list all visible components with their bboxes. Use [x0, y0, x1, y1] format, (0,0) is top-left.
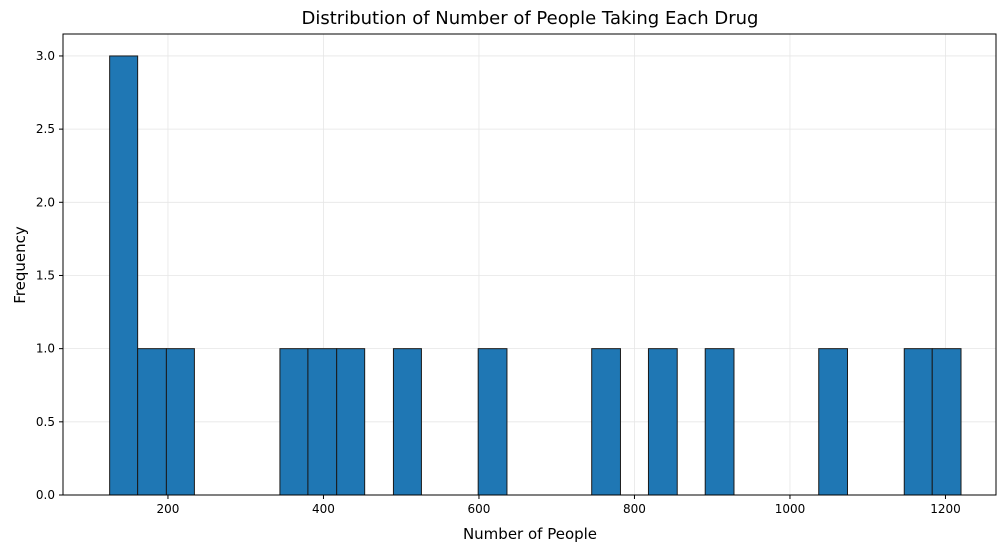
histogram-bar [336, 348, 366, 496]
x-tick-label: 800 [623, 502, 646, 516]
x-tick-label: 1000 [775, 502, 806, 516]
y-tick-label: 0.5 [36, 415, 55, 429]
histogram-bar [165, 348, 195, 496]
y-tick-label: 2.0 [36, 195, 55, 209]
y-tick-label: 0.0 [36, 488, 55, 502]
histogram-bar [591, 348, 621, 496]
y-tick-label: 2.5 [36, 122, 55, 136]
x-axis-label: Number of People [463, 525, 597, 543]
histogram-bar [392, 348, 422, 496]
y-tick-label: 3.0 [36, 49, 55, 63]
histogram-bar [279, 348, 309, 496]
x-tick-label: 600 [468, 502, 491, 516]
histogram-bar [137, 348, 167, 496]
x-tick-label: 200 [157, 502, 180, 516]
axis-ticks: 200 400 600 800 1000 1200 0.0 0.5 1.0 1.5 2.0 2.5 3.… [36, 49, 961, 516]
histogram-bar [477, 348, 508, 496]
histogram-bar [109, 55, 139, 496]
y-tick-label: 1.0 [36, 342, 55, 356]
histogram-bars [109, 55, 962, 496]
histogram-bar [307, 348, 338, 496]
histogram-bar [818, 348, 848, 496]
histogram-bar [704, 348, 735, 496]
x-tick-label: 1200 [930, 502, 961, 516]
chart-title: Distribution of Number of People Taking … [302, 8, 759, 29]
y-axis-label: Frequency [11, 226, 29, 304]
plot-frame [62, 33, 997, 496]
y-tick-label: 1.5 [36, 268, 55, 282]
histogram-bar [647, 348, 678, 496]
histogram-bar [931, 348, 962, 496]
histogram-bar [903, 348, 933, 496]
x-tick-label: 400 [312, 502, 335, 516]
